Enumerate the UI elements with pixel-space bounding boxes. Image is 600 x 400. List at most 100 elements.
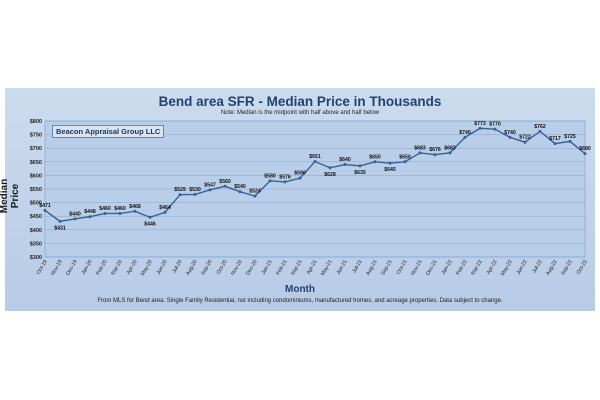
data-point <box>208 188 212 192</box>
data-label: $680 <box>579 146 591 152</box>
data-label: $773 <box>474 121 486 127</box>
data-label: $446 <box>144 221 156 227</box>
x-tick-label: Nov-21 <box>410 259 424 277</box>
data-point <box>148 215 152 219</box>
data-label: $650 <box>399 154 411 160</box>
data-point <box>58 219 62 223</box>
data-label: $448 <box>84 209 96 215</box>
y-tick-label: $500 <box>30 201 42 207</box>
data-label: $722 <box>519 135 531 141</box>
y-tick-label: $750 <box>30 133 42 139</box>
data-label: $464 <box>159 205 171 211</box>
y-axis-ticks: $300 $350 $400 $450 $500 $550 $600 $650 $700 $750… <box>30 119 42 261</box>
data-label: $560 <box>219 179 231 185</box>
y-tick-label: $800 <box>30 119 42 125</box>
data-point <box>553 142 557 146</box>
x-tick-label: Oct-20 <box>216 259 229 276</box>
data-point <box>43 208 47 212</box>
data-point <box>358 164 362 168</box>
data-point <box>178 193 182 197</box>
x-tick-label: Mar-20 <box>110 259 123 276</box>
data-point <box>193 192 197 196</box>
x-tick-label: Dec-19 <box>65 259 79 277</box>
x-tick-label: Sep-22 <box>560 259 574 277</box>
x-tick-label: Jul-21 <box>351 259 363 274</box>
data-label: $650 <box>369 154 381 160</box>
x-tick-label: Nov-20 <box>230 259 244 277</box>
data-label: $524 <box>249 189 261 195</box>
x-tick-label: Feb-22 <box>455 259 468 276</box>
data-point <box>238 190 242 194</box>
data-point <box>478 126 482 130</box>
x-tick-label: Aug-21 <box>365 259 379 277</box>
x-tick-label: Nov-19 <box>50 259 64 277</box>
data-label: $460 <box>114 206 126 212</box>
x-tick-label: Feb-20 <box>95 259 108 276</box>
data-label: $725 <box>564 134 576 140</box>
x-tick-label: Oct-21 <box>396 259 409 276</box>
data-point <box>403 160 407 164</box>
x-tick-label: Mar-22 <box>470 259 483 276</box>
data-point <box>538 129 542 133</box>
data-point <box>433 153 437 157</box>
x-tick-label: Mar-21 <box>290 259 303 276</box>
x-tick-label: Jul-22 <box>531 259 543 274</box>
y-tick-label: $650 <box>30 160 42 166</box>
y-tick-label: $550 <box>30 187 42 193</box>
x-tick-label: Jan-21 <box>261 259 274 276</box>
data-label: $762 <box>534 124 546 130</box>
data-label: $645 <box>384 167 396 173</box>
x-tick-label: Jun-21 <box>336 259 349 276</box>
data-label: $717 <box>549 136 561 142</box>
chart-subtitle: Note: Median is the midpoint with half a… <box>220 110 380 116</box>
data-point <box>268 179 272 183</box>
data-point <box>568 139 572 143</box>
data-label: $468 <box>129 204 141 210</box>
data-point <box>73 217 77 221</box>
data-point <box>133 209 137 213</box>
data-label: $529 <box>174 187 186 193</box>
x-tick-label: Dec-20 <box>245 259 259 277</box>
data-point <box>313 160 317 164</box>
data-point <box>508 135 512 139</box>
data-point <box>523 140 527 144</box>
x-tick-label: Dec-21 <box>425 259 439 277</box>
data-labels: $471$431$440 $448$460 $460 $468$446$464$529… <box>39 121 591 232</box>
data-point <box>283 180 287 184</box>
data-label: $530 <box>189 187 201 193</box>
x-tick-label: Aug-20 <box>185 259 199 277</box>
data-points <box>43 126 587 223</box>
x-tick-label: Oct-19 <box>36 259 49 276</box>
x-axis-label: Month <box>285 284 315 295</box>
data-label: $628 <box>324 172 336 178</box>
data-point <box>298 176 302 180</box>
y-tick-label: $300 <box>30 255 42 261</box>
data-label: $590 <box>294 171 306 177</box>
data-point <box>163 210 167 214</box>
data-label: $471 <box>39 203 51 209</box>
x-tick-label: May-20 <box>140 259 154 277</box>
source-note: From MLS for Bend area. Single Family Re… <box>97 298 503 304</box>
data-label: $740 <box>504 130 516 136</box>
data-label: $440 <box>69 211 81 217</box>
y-tick-label: $450 <box>30 214 42 220</box>
data-point <box>373 160 377 164</box>
data-point <box>418 151 422 155</box>
data-point <box>223 184 227 188</box>
y-tick-label: $700 <box>30 146 42 152</box>
x-axis-ticks: Oct-19 Nov-19 Dec-19 Jan-20 Feb-20 Mar-20 Apr-… <box>36 259 589 277</box>
data-label: $676 <box>429 147 441 153</box>
x-tick-label: Jun-22 <box>516 259 529 276</box>
data-point <box>463 135 467 139</box>
data-label: $540 <box>234 184 246 190</box>
data-label: $460 <box>99 206 111 212</box>
x-tick-label: Aug-22 <box>545 259 559 277</box>
x-tick-label: Apr-22 <box>486 259 499 276</box>
data-point <box>388 161 392 165</box>
x-tick-label: Sep-21 <box>380 259 394 277</box>
data-label: $635 <box>354 170 366 176</box>
data-label: $651 <box>309 154 321 160</box>
x-tick-label: Feb-21 <box>275 259 288 276</box>
x-tick-label: Jun-20 <box>156 259 169 276</box>
